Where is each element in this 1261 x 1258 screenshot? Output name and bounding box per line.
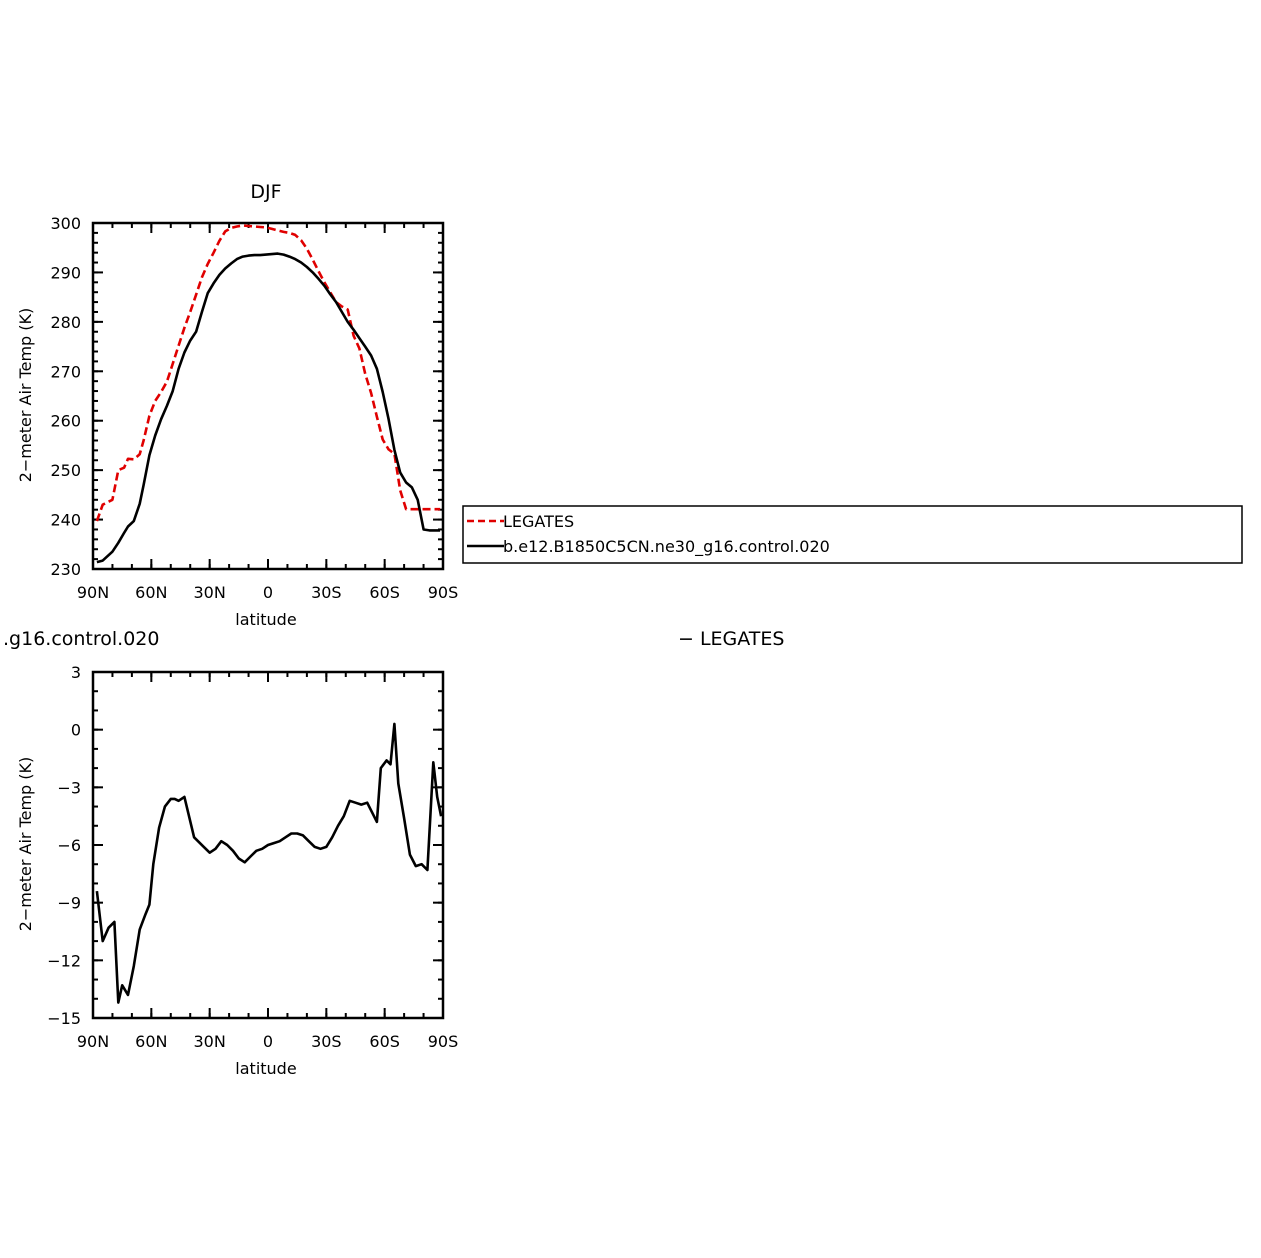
- x-tick-label: 90S: [428, 583, 459, 602]
- y-axis-label: 2−meter Air Temp (K): [16, 308, 35, 483]
- x-tick-label: 0: [263, 583, 273, 602]
- y-axis-label: 2−meter Air Temp (K): [16, 757, 35, 932]
- x-tick-label: 30S: [311, 583, 342, 602]
- legend-label-legates: LEGATES: [503, 512, 574, 531]
- y-tick-label: 230: [50, 560, 81, 579]
- difference-panel: .g16.control.020 − LEGATES 90N 60N 30N 0 30S…: [3, 628, 784, 1078]
- x-axis-label: latitude: [235, 1059, 296, 1078]
- x-tick-label: 60S: [369, 1032, 400, 1051]
- left-title: .g16.control.020: [3, 628, 159, 650]
- x-tick-label: 0: [263, 1032, 273, 1051]
- y-tick-label: 260: [50, 412, 81, 431]
- y-tick-label: 3: [71, 663, 81, 682]
- series-line-1: [96, 252, 441, 564]
- y-tick-label: −15: [47, 1009, 81, 1028]
- y-tick-label: −6: [57, 836, 81, 855]
- y-tick-label: −3: [57, 778, 81, 797]
- x-tick-label: 60N: [135, 583, 167, 602]
- series-line-0: [95, 224, 441, 522]
- x-tick-label: 60S: [369, 583, 400, 602]
- y-tick-label: 240: [50, 511, 81, 530]
- x-tick-label: 90S: [428, 1032, 459, 1051]
- x-tick-label: 90N: [77, 1032, 109, 1051]
- plot-frame: [91, 221, 445, 571]
- y-tick-label: 280: [50, 313, 81, 332]
- x-tick-label: 30N: [194, 583, 226, 602]
- x-tick-label: 90N: [77, 583, 109, 602]
- y-tick-label: −9: [57, 894, 81, 913]
- x-tick-label: 30N: [194, 1032, 226, 1051]
- x-tick-label: 30S: [311, 1032, 342, 1051]
- y-tick-label: 290: [50, 263, 81, 282]
- series-line-0: [95, 722, 443, 1004]
- right-title: − LEGATES: [678, 628, 784, 650]
- y-tick-label: −12: [47, 951, 81, 970]
- y-tick-label: 300: [50, 214, 81, 233]
- y-tick-label: 0: [71, 721, 81, 740]
- plot-area: 90N 60N 30N 0 30S 60S 90S 230 240 250 260 270 280 290…: [50, 214, 458, 602]
- djf-temperature-panel: DJF 90N 60N 30N 0 30S 60S 90S 230 240 250 260 270 28…: [16, 181, 458, 629]
- x-tick-label: 60N: [135, 1032, 167, 1051]
- legend: LEGATES b.e12.B1850C5CN.ne30_g16.control…: [462, 505, 1243, 564]
- x-axis-label: latitude: [235, 610, 296, 629]
- chart-title: DJF: [250, 181, 281, 203]
- y-tick-label: 250: [50, 461, 81, 480]
- legend-box: [462, 505, 1243, 564]
- plot-area: 90N 60N 30N 0 30S 60S 90S 3 0 −3 −6 −9 −12 −15: [47, 663, 458, 1051]
- legend-label-model: b.e12.B1850C5CN.ne30_g16.control.020: [503, 537, 830, 557]
- y-tick-label: 270: [50, 362, 81, 381]
